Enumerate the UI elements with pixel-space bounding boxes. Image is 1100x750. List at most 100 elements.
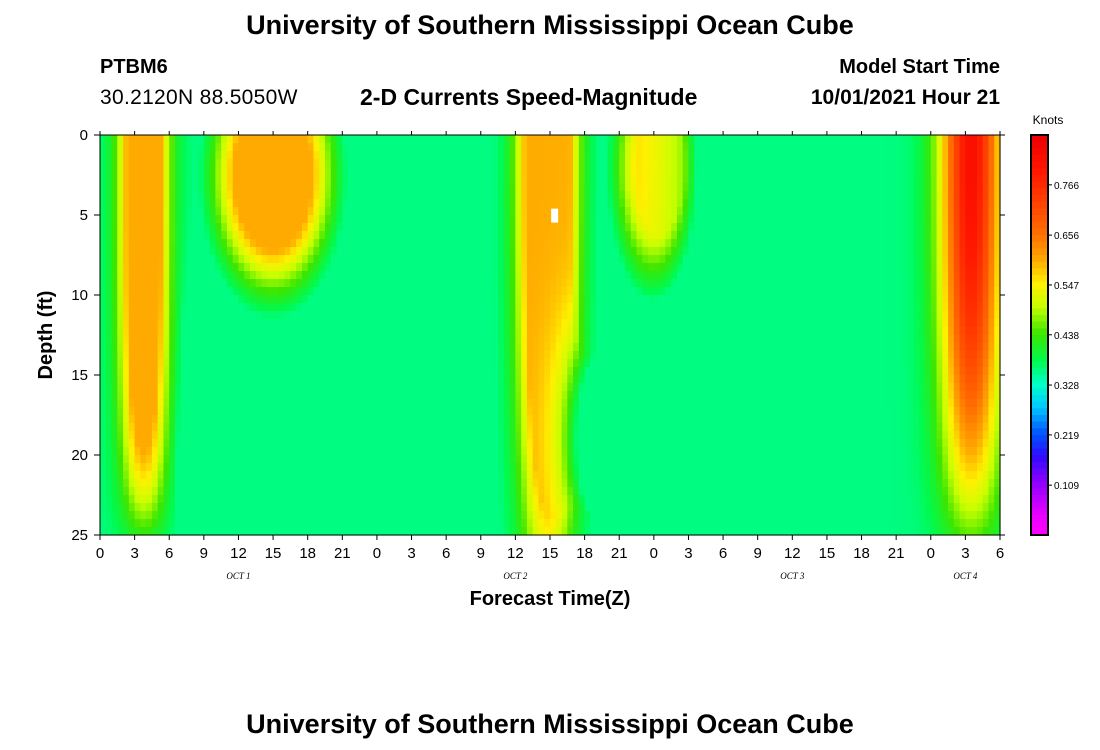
heatmap-cell bbox=[659, 463, 666, 472]
heatmap-cell bbox=[192, 367, 199, 376]
heatmap-cell bbox=[140, 199, 147, 208]
heatmap-cell bbox=[365, 471, 372, 480]
heatmap-cell bbox=[146, 199, 153, 208]
heatmap-cell bbox=[359, 303, 366, 312]
heatmap-cell bbox=[209, 407, 216, 416]
heatmap-cell bbox=[232, 399, 240, 408]
heatmap-cell bbox=[446, 279, 453, 288]
heatmap-cell bbox=[405, 503, 413, 512]
heatmap-cell bbox=[411, 279, 418, 288]
heatmap-cell bbox=[480, 247, 488, 256]
heatmap-cell bbox=[100, 367, 107, 376]
heatmap-cell bbox=[417, 175, 424, 184]
heatmap-cell bbox=[336, 351, 343, 360]
heatmap-cell bbox=[376, 151, 384, 160]
heatmap-cell bbox=[157, 151, 165, 160]
heatmap-cell bbox=[157, 223, 165, 232]
heatmap-cell bbox=[273, 359, 280, 368]
heatmap-cell bbox=[232, 455, 240, 464]
heatmap-cell bbox=[648, 447, 655, 456]
heatmap-cell bbox=[480, 199, 488, 208]
heatmap-cell bbox=[123, 511, 130, 520]
heatmap-cell bbox=[538, 303, 545, 312]
heatmap-cell bbox=[613, 271, 620, 280]
heatmap-cell bbox=[203, 431, 211, 440]
heatmap-cell bbox=[186, 135, 193, 144]
heatmap-cell bbox=[423, 415, 430, 424]
heatmap-cell bbox=[411, 439, 418, 448]
heatmap-cell bbox=[590, 223, 597, 232]
heatmap-cell bbox=[561, 167, 568, 176]
heatmap-cell bbox=[284, 231, 291, 240]
heatmap-cell bbox=[221, 223, 228, 232]
heatmap-cell bbox=[659, 159, 666, 168]
heatmap-cell bbox=[353, 407, 361, 416]
heatmap-cell bbox=[544, 447, 551, 456]
heatmap-cell bbox=[526, 351, 534, 360]
heatmap-cell bbox=[348, 263, 355, 272]
heatmap-cell bbox=[434, 527, 441, 536]
heatmap-cell bbox=[186, 167, 193, 176]
heatmap-cell bbox=[163, 431, 170, 440]
heatmap-cell bbox=[486, 223, 493, 232]
heatmap-cell bbox=[515, 415, 522, 424]
heatmap-cell bbox=[111, 319, 118, 328]
heatmap-cell bbox=[163, 223, 170, 232]
heatmap-cell bbox=[307, 223, 315, 232]
heatmap-cell bbox=[567, 439, 574, 448]
heatmap-cell bbox=[273, 335, 280, 344]
heatmap-cell bbox=[134, 447, 141, 456]
heatmap-cell bbox=[671, 319, 678, 328]
heatmap-cell bbox=[105, 175, 113, 184]
heatmap-cell bbox=[630, 183, 638, 192]
heatmap-cell bbox=[250, 215, 257, 224]
heatmap-cell bbox=[157, 191, 165, 200]
heatmap-cell bbox=[330, 231, 338, 240]
heatmap-cell bbox=[198, 327, 205, 336]
heatmap-cell bbox=[128, 191, 136, 200]
heatmap-cell bbox=[428, 175, 436, 184]
heatmap-cell bbox=[238, 463, 245, 472]
heatmap-cell bbox=[151, 327, 159, 336]
heatmap-cell bbox=[440, 287, 447, 296]
heatmap-cell bbox=[111, 463, 118, 472]
heatmap-cell bbox=[255, 391, 263, 400]
heatmap-cell bbox=[521, 479, 528, 488]
heatmap-cell bbox=[555, 271, 563, 280]
heatmap-cell bbox=[232, 247, 240, 256]
heatmap-cell bbox=[573, 439, 580, 448]
heatmap-cell bbox=[607, 479, 615, 488]
heatmap-cell bbox=[434, 287, 441, 296]
heatmap-cell bbox=[619, 479, 626, 488]
heatmap-cell bbox=[590, 375, 597, 384]
heatmap-cell bbox=[336, 479, 343, 488]
heatmap-cell bbox=[625, 519, 632, 528]
heatmap-cell bbox=[313, 247, 320, 256]
heatmap-cell bbox=[394, 215, 401, 224]
heatmap-cell bbox=[446, 447, 453, 456]
heatmap-cell bbox=[261, 407, 268, 416]
heatmap-cell bbox=[371, 135, 378, 144]
heatmap-cell bbox=[151, 479, 159, 488]
heatmap-cell bbox=[561, 199, 568, 208]
heatmap-cell bbox=[521, 287, 528, 296]
heatmap-cell bbox=[428, 527, 436, 536]
heatmap-cell bbox=[209, 207, 216, 216]
heatmap-cell bbox=[417, 383, 424, 392]
heatmap-cell bbox=[348, 399, 355, 408]
heatmap-cell bbox=[446, 503, 453, 512]
heatmap-cell bbox=[330, 135, 338, 144]
heatmap-cell bbox=[601, 359, 609, 368]
heatmap-cell bbox=[301, 479, 309, 488]
heatmap-cell bbox=[567, 399, 574, 408]
heatmap-cell bbox=[648, 255, 655, 264]
heatmap-cell bbox=[123, 303, 130, 312]
heatmap-cell bbox=[244, 471, 251, 480]
heatmap-cell bbox=[186, 455, 193, 464]
heatmap-cell bbox=[521, 351, 528, 360]
heatmap-cell bbox=[348, 423, 355, 432]
heatmap-cell bbox=[203, 487, 211, 496]
heatmap-cell bbox=[584, 167, 591, 176]
heatmap-cell bbox=[261, 431, 268, 440]
heatmap-cell bbox=[128, 527, 136, 536]
